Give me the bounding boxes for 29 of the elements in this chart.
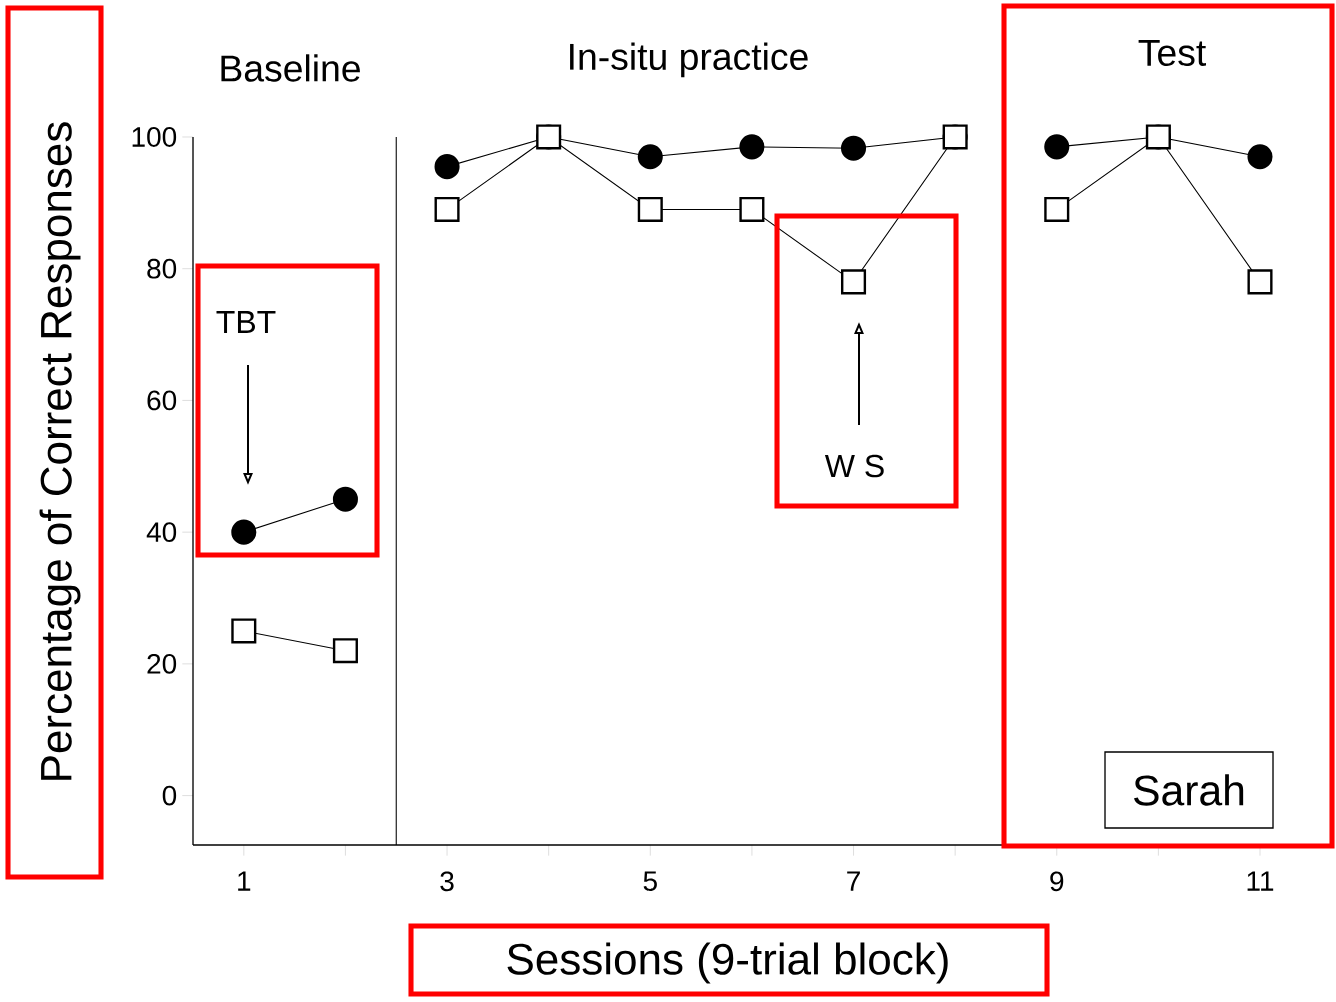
y-tick-label: 60 [147, 390, 177, 411]
x-tick-label: 7 [847, 871, 860, 891]
point [332, 486, 358, 512]
point [637, 144, 663, 170]
x-tick-label: 5 [643, 871, 657, 891]
point [434, 154, 460, 180]
text: Baseline [221, 54, 360, 82]
point [1247, 144, 1273, 170]
y-tick-label: 100 [132, 127, 177, 147]
point [739, 134, 765, 160]
x-axis-title: Sessions (9-trial block) [507, 942, 948, 984]
point [840, 135, 867, 161]
point [840, 269, 867, 295]
y-axis-title: Percentage of Correct Responses [39, 122, 81, 780]
y-tick-label: 80 [147, 258, 177, 279]
point [1044, 134, 1070, 160]
x-tick-label: 3 [440, 871, 454, 892]
text: Test [1138, 39, 1206, 66]
annotation: TBT [216, 310, 276, 333]
y-tick-label: 0 [162, 785, 177, 806]
text: In-situ practice [570, 42, 808, 78]
x-tick-label: 1 [238, 871, 251, 891]
point [231, 519, 257, 545]
y-tick-label: 20 [147, 653, 177, 674]
x-tick-label: 11 [1247, 871, 1274, 891]
annotation: W S [824, 454, 884, 478]
y-tick-label: 40 [146, 522, 177, 543]
x-tick-label: 9 [1050, 871, 1064, 892]
annotation: Sarah [1134, 774, 1244, 806]
